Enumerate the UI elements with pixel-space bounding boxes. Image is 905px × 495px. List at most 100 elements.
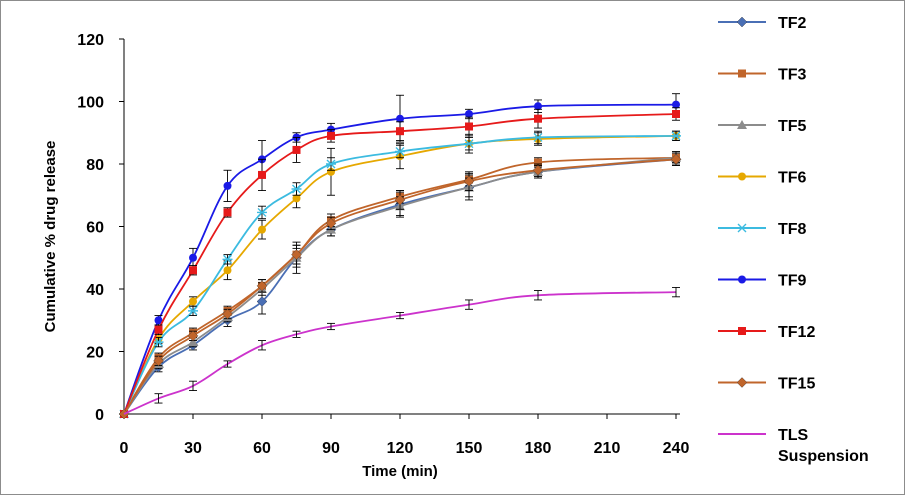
data-point [257, 207, 267, 217]
data-point [534, 114, 542, 123]
legend-label: TF6 [778, 170, 807, 187]
data-point [223, 208, 232, 217]
y-tick-label: 0 [95, 407, 104, 424]
data-point [154, 316, 163, 325]
legend-label: TLS [778, 427, 809, 444]
y-tick-label: 80 [86, 157, 104, 174]
x-tick-label: 150 [456, 440, 483, 457]
series-tf8 [119, 130, 681, 419]
data-point [223, 181, 232, 190]
data-point [222, 254, 233, 264]
legend-item: TF5 [718, 118, 807, 135]
legend-item: TF3 [718, 67, 807, 84]
data-point [533, 132, 543, 142]
x-tick-label: 0 [120, 440, 129, 457]
legend-marker [737, 120, 747, 129]
data-point [396, 127, 404, 136]
legend-item: TF15 [718, 376, 815, 393]
data-point [464, 139, 474, 149]
data-point [223, 266, 232, 275]
data-point [189, 266, 197, 275]
y-tick-label: 40 [86, 282, 104, 299]
legend-item: TF12 [718, 324, 815, 341]
y-axis-title: Cumulative % drug release [42, 141, 59, 333]
data-point [291, 184, 302, 194]
data-point [258, 170, 266, 179]
data-point [672, 110, 680, 118]
data-point [534, 102, 542, 111]
data-point [188, 306, 198, 316]
data-point [465, 122, 473, 131]
data-point [256, 296, 268, 307]
series-line [123, 135, 677, 415]
plot-area [118, 93, 682, 420]
legend-label: TF15 [778, 376, 815, 393]
x-tick-label: 120 [387, 440, 414, 457]
data-point [394, 194, 406, 206]
series-tls-suspension [123, 286, 680, 415]
legend-label: TF9 [778, 273, 807, 290]
y-tick-label: 60 [86, 220, 104, 237]
legend-marker [737, 223, 747, 233]
series-line [123, 156, 677, 415]
series-tf15 [118, 152, 682, 420]
data-point [395, 147, 405, 156]
data-point [292, 145, 301, 154]
data-point [326, 159, 336, 169]
legend-label: Suspension [778, 448, 869, 465]
data-point [532, 164, 544, 176]
x-tick-label: 60 [253, 440, 271, 457]
data-point [258, 225, 266, 234]
legend-item: TF8 [718, 221, 807, 238]
legend: TF2 TF3 TF5 TF6 TF8 TF9 TF12 TF15 TLS Suspension [718, 15, 869, 465]
x-tick-label: 30 [184, 440, 202, 457]
legend-label: TF2 [778, 15, 807, 32]
data-point [672, 100, 680, 109]
legend-item: TF2 [718, 15, 807, 32]
data-point [153, 355, 164, 367]
data-point [670, 154, 682, 165]
series-line [123, 135, 677, 415]
legend-marker [736, 16, 748, 28]
legend-item: TF6 [718, 170, 807, 187]
x-tick-label: 210 [594, 440, 621, 457]
data-point [671, 131, 681, 141]
data-point [189, 253, 197, 262]
legend-marker [738, 327, 746, 335]
legend-marker [738, 69, 746, 78]
legend-marker [738, 172, 746, 181]
legend-label: TF5 [778, 118, 807, 135]
data-point [463, 175, 475, 187]
data-point [222, 308, 233, 320]
series-line [123, 291, 677, 415]
axes: 0 20 40 60 80 100 120 0 30 60 90 120 150 180 210 240 Tim… [42, 32, 689, 480]
series-tf6 [120, 130, 680, 418]
legend-label: TF8 [778, 221, 807, 238]
data-point [465, 110, 473, 118]
data-point [256, 280, 268, 292]
y-tick-label: 20 [86, 345, 104, 362]
data-point [327, 131, 335, 140]
data-point [534, 158, 542, 167]
data-point [292, 194, 301, 203]
legend-label: TF12 [778, 324, 815, 341]
data-point [325, 218, 337, 229]
legend-item: TF9 [718, 273, 807, 290]
data-point [188, 337, 198, 347]
data-point [154, 325, 163, 334]
x-tick-label: 240 [663, 440, 690, 457]
x-axis-title: Time (min) [362, 463, 438, 480]
legend-label: TF3 [778, 67, 807, 84]
series-line [123, 158, 677, 415]
y-tick-label: 100 [77, 95, 104, 112]
x-tick-label: 90 [322, 440, 340, 457]
data-point [153, 337, 164, 347]
data-point [291, 249, 302, 260]
data-point [189, 297, 197, 306]
data-point [396, 114, 404, 123]
legend-item: TLS Suspension [718, 427, 869, 465]
data-point [187, 330, 199, 342]
y-tick-label: 120 [77, 32, 104, 49]
